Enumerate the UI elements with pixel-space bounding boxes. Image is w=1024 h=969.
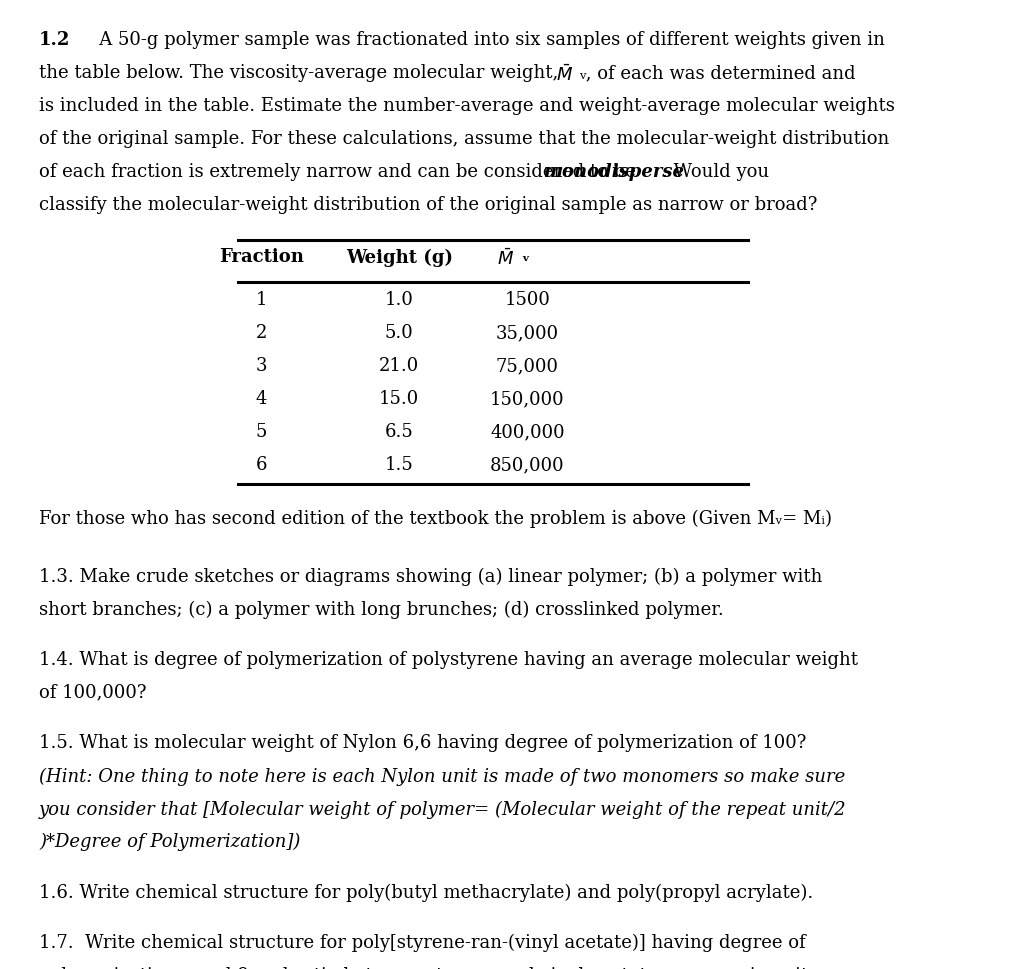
Text: short branches; (c) a polymer with long brunches; (d) crosslinked polymer.: short branches; (c) a polymer with long … xyxy=(39,600,724,618)
Text: 1.0: 1.0 xyxy=(385,291,414,309)
Text: 1.3. Make crude sketches or diagrams showing (a) linear polymer; (b) a polymer w: 1.3. Make crude sketches or diagrams sho… xyxy=(39,567,822,585)
Text: . Would you: . Would you xyxy=(662,163,769,181)
Text: 850,000: 850,000 xyxy=(490,455,564,474)
Text: (Hint: One thing to note here is each Nylon unit is made of two monomers so make: (Hint: One thing to note here is each Ny… xyxy=(39,766,845,785)
Text: is included in the table. Estimate the number-average and weight-average molecul: is included in the table. Estimate the n… xyxy=(39,97,895,115)
Text: 1.7.  Write chemical structure for poly[styrene-ran-(vinyl acetate)] having degr: 1.7. Write chemical structure for poly[s… xyxy=(39,933,806,952)
Text: $\bar{M}$: $\bar{M}$ xyxy=(556,64,573,84)
Text: 1: 1 xyxy=(255,291,267,309)
Text: 1.6. Write chemical structure for poly(butyl methacrylate) and poly(propyl acryl: 1.6. Write chemical structure for poly(b… xyxy=(39,883,813,901)
Text: 75,000: 75,000 xyxy=(496,357,559,375)
Text: $\bar{M}$: $\bar{M}$ xyxy=(497,248,514,268)
Text: 4: 4 xyxy=(255,390,267,408)
Text: 150,000: 150,000 xyxy=(490,390,564,408)
Text: of the original sample. For these calculations, assume that the molecular-weight: of the original sample. For these calcul… xyxy=(39,130,889,148)
Text: 21.0: 21.0 xyxy=(379,357,420,375)
Text: 6: 6 xyxy=(255,455,267,474)
Text: Fraction: Fraction xyxy=(219,248,303,266)
Text: ᵥ: ᵥ xyxy=(521,248,529,266)
Text: of each fraction is extremely narrow and can be considered to be: of each fraction is extremely narrow and… xyxy=(39,163,642,181)
Text: 5: 5 xyxy=(255,422,267,441)
Text: you consider that [Molecular weight of polymer= (Molecular weight of the repeat : you consider that [Molecular weight of p… xyxy=(39,799,847,818)
Text: 1.2: 1.2 xyxy=(39,31,71,49)
Text: 1500: 1500 xyxy=(505,291,550,309)
Text: For those who has second edition of the textbook the problem is above (Given Mᵥ=: For those who has second edition of the … xyxy=(39,509,831,527)
Text: the table below. The viscosity-average molecular weight,: the table below. The viscosity-average m… xyxy=(39,64,569,82)
Text: Weight (g): Weight (g) xyxy=(346,248,453,266)
Text: monodisperse: monodisperse xyxy=(544,163,685,181)
Text: 1.5: 1.5 xyxy=(385,455,414,474)
Text: 5.0: 5.0 xyxy=(385,324,414,342)
Text: 15.0: 15.0 xyxy=(379,390,420,408)
Text: 6.5: 6.5 xyxy=(385,422,414,441)
Text: 400,000: 400,000 xyxy=(490,422,564,441)
Text: polymerization equal 9 and ratio between styrene and vinyl acetate monomeric uni: polymerization equal 9 and ratio between… xyxy=(39,966,817,969)
Text: A 50-g polymer sample was fractionated into six samples of different weights giv: A 50-g polymer sample was fractionated i… xyxy=(82,31,885,49)
Text: 35,000: 35,000 xyxy=(496,324,559,342)
Text: 1.4. What is degree of polymerization of polystyrene having an average molecular: 1.4. What is degree of polymerization of… xyxy=(39,650,858,669)
Text: 2: 2 xyxy=(255,324,267,342)
Text: )*Degree of Polymerization]): )*Degree of Polymerization]) xyxy=(39,832,300,851)
Text: ᵥ, of each was determined and: ᵥ, of each was determined and xyxy=(579,64,855,82)
Text: 1.5. What is molecular weight of Nylon 6,6 having degree of polymerization of 10: 1.5. What is molecular weight of Nylon 6… xyxy=(39,734,806,752)
Text: classify the molecular-weight distribution of the original sample as narrow or b: classify the molecular-weight distributi… xyxy=(39,196,817,214)
Text: 3: 3 xyxy=(255,357,267,375)
Text: of 100,000?: of 100,000? xyxy=(39,683,146,702)
